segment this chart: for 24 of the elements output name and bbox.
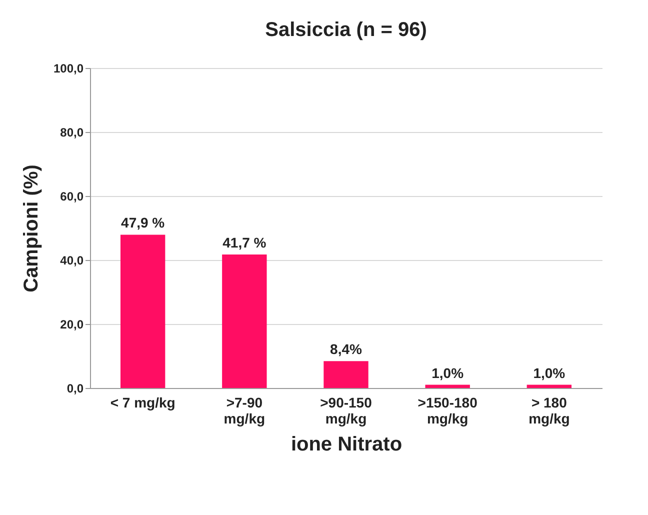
x-axis-title: ione Nitrato [290,434,402,456]
y-tick-label: 40,0 [60,254,84,268]
data-label: 41,7 % [222,234,267,251]
bar [324,361,368,388]
x-tick-label: >90-150 mg/kg [320,394,372,426]
chart-title: Salsiccia (n = 96) [265,19,427,41]
bar [222,254,267,388]
bar [526,384,572,388]
bar [120,234,166,388]
x-tick-label: >150-180 mg/kg [418,394,478,426]
y-tick-label: 80,0 [60,126,84,140]
x-tick-label: < 7 mg/kg [110,394,176,410]
bar [425,384,470,388]
data-label: 1,0% [533,364,566,381]
data-label: 47,9 % [121,214,166,231]
data-label: 1,0% [432,364,464,381]
x-tick-label: > 180 mg/kg [528,394,570,426]
y-axis-title: Campioni (%) [20,164,42,292]
x-tick-label: >7-90 mg/kg [224,394,266,426]
y-tick-label: 20,0 [60,318,84,332]
y-tick-label: 100,0 [53,62,84,76]
data-label: 8,4% [330,341,362,358]
y-tick-label: 0,0 [66,382,84,396]
y-tick-label: 60,0 [60,190,84,204]
